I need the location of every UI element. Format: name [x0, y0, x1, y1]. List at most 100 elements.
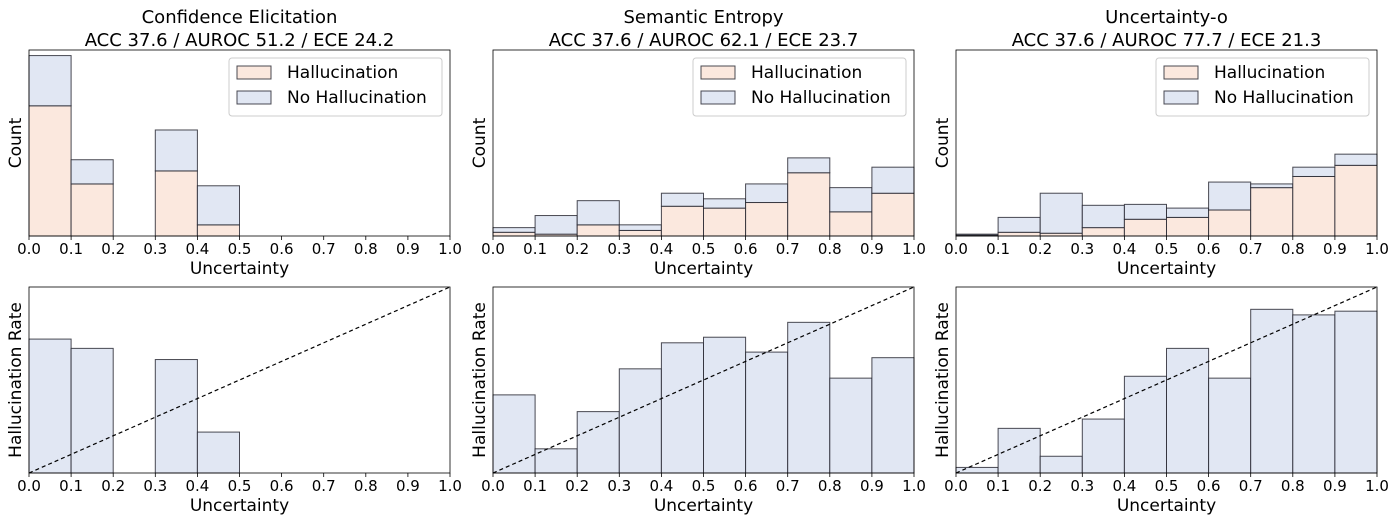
x-tick-label: 0.3	[143, 240, 167, 258]
legend-label: Hallucination	[751, 63, 862, 83]
bar-no-hallucination	[660, 192, 705, 207]
bar-hallucination-rate	[703, 336, 747, 474]
x-tick-label: 0.9	[860, 477, 884, 495]
x-tick-label: 0.6	[734, 477, 758, 495]
chart-panel-5: 0.0 0.1 0.2 0.3 0.4 0.5 0.6 0.7 0.8 0.9 1.0 Uncerta…	[470, 286, 926, 516]
y-axis-label: Count	[470, 117, 490, 168]
y-axis-label: Count	[6, 117, 26, 168]
bar-hallucination	[997, 231, 1041, 237]
bar-hallucination	[1250, 187, 1294, 237]
x-tick-label: 0.6	[270, 477, 294, 495]
x-tick-label: 0.7	[1239, 477, 1263, 495]
x-tick-label: 1.0	[438, 477, 462, 495]
x-tick-label: 0.5	[228, 477, 252, 495]
bar-hallucination-rate	[70, 347, 114, 474]
bar-hallucination-rate	[1292, 314, 1336, 474]
bar-no-hallucination	[534, 215, 578, 235]
bar-no-hallucination	[1250, 183, 1294, 189]
bar-hallucination	[28, 105, 72, 237]
bar-no-hallucination	[955, 233, 999, 236]
bar-hallucination-rate	[1250, 308, 1294, 474]
bar-hallucination	[576, 224, 620, 237]
chart-subtitle: ACC 37.6 / AUROC 62.1 / ECE 23.7	[549, 30, 859, 51]
x-tick-label: 0.1	[986, 477, 1010, 495]
bar-hallucination	[154, 170, 198, 237]
x-tick-label: 0.6	[734, 240, 758, 258]
x-tick-label: 0.1	[523, 240, 547, 258]
bar-no-hallucination	[1081, 204, 1125, 229]
x-tick-label: 0.6	[1197, 477, 1221, 495]
x-tick-label: 0.8	[354, 477, 378, 495]
bar-hallucination	[829, 211, 873, 237]
x-tick-label: 0.9	[1323, 240, 1347, 258]
legend-box	[692, 57, 907, 117]
bar-hallucination	[492, 231, 536, 237]
x-tick-label: 0.0	[481, 477, 505, 495]
chart-title: Confidence Elicitation	[142, 7, 338, 28]
x-tick-label: 0.4	[1112, 240, 1136, 258]
x-tick-label: 0.5	[692, 240, 716, 258]
bar-hallucination	[1292, 175, 1336, 237]
y-axis-label: Hallucination Rate	[470, 302, 490, 458]
bar-hallucination-rate	[787, 321, 831, 474]
bar-hallucination-rate	[492, 394, 536, 474]
bar-hallucination	[618, 229, 662, 237]
bar-hallucination-rate	[576, 411, 620, 474]
x-tick-label: 0.9	[396, 477, 420, 495]
bar-hallucination-rate	[871, 357, 915, 474]
x-tick-label: 0.4	[649, 477, 673, 495]
bar-no-hallucination	[196, 185, 240, 226]
x-tick-label: 0.2	[565, 477, 589, 495]
x-tick-label: 0.7	[312, 240, 336, 258]
bar-hallucination-rate	[1166, 347, 1210, 474]
x-tick-label: 0.7	[1239, 240, 1263, 258]
x-tick-label: 0.5	[228, 240, 252, 258]
chart-panel-6: 0.0 0.1 0.2 0.3 0.4 0.5 0.6 0.7 0.8 0.9 1.0 Uncerta…	[933, 286, 1389, 516]
chart-title: Uncertainty-o	[1105, 7, 1228, 28]
x-tick-label: 0.0	[481, 240, 505, 258]
bar-no-hallucination	[745, 183, 789, 204]
legend-swatch-hallucination	[236, 65, 272, 80]
x-tick-label: 0.8	[818, 240, 842, 258]
bar-no-hallucination	[829, 187, 873, 213]
bar-hallucination	[1123, 218, 1168, 237]
bar-hallucination-rate	[618, 368, 662, 474]
x-tick-label: 0.2	[101, 240, 125, 258]
x-axis-label: Uncertainty	[654, 496, 753, 516]
x-tick-label: 0.8	[354, 240, 378, 258]
x-tick-label: 0.8	[818, 477, 842, 495]
legend-swatch-no-hallucination	[700, 90, 736, 105]
x-tick-label: 0.0	[944, 477, 968, 495]
x-tick-label: 0.6	[1197, 240, 1221, 258]
x-tick-label: 0.5	[1155, 240, 1179, 258]
bar-no-hallucination	[871, 166, 915, 194]
x-tick-label: 1.0	[902, 477, 926, 495]
bar-no-hallucination	[703, 198, 747, 209]
x-tick-label: 0.5	[1155, 477, 1179, 495]
bar-hallucination-rate	[196, 431, 240, 474]
bar-hallucination-rate	[1334, 310, 1378, 474]
bar-hallucination	[70, 183, 114, 237]
bar-hallucination	[196, 224, 240, 237]
x-tick-label: 1.0	[902, 240, 926, 258]
bar-no-hallucination	[492, 227, 536, 233]
x-tick-label: 1.0	[1365, 240, 1389, 258]
bar-no-hallucination	[28, 55, 72, 107]
bar-hallucination	[745, 202, 789, 237]
x-tick-label: 0.6	[270, 240, 294, 258]
bar-hallucination-rate	[997, 427, 1041, 474]
bar-no-hallucination	[576, 200, 620, 226]
bar-no-hallucination	[1292, 166, 1336, 177]
x-tick-label: 0.3	[607, 477, 631, 495]
legend-label: No Hallucination	[1214, 88, 1354, 108]
x-tick-label: 0.0	[17, 240, 41, 258]
bar-hallucination	[787, 172, 831, 237]
bar-no-hallucination	[997, 216, 1041, 233]
chart-title: Semantic Entropy	[623, 7, 783, 28]
bar-hallucination	[871, 192, 915, 237]
x-tick-label: 0.4	[1112, 477, 1136, 495]
x-tick-label: 0.1	[986, 240, 1010, 258]
